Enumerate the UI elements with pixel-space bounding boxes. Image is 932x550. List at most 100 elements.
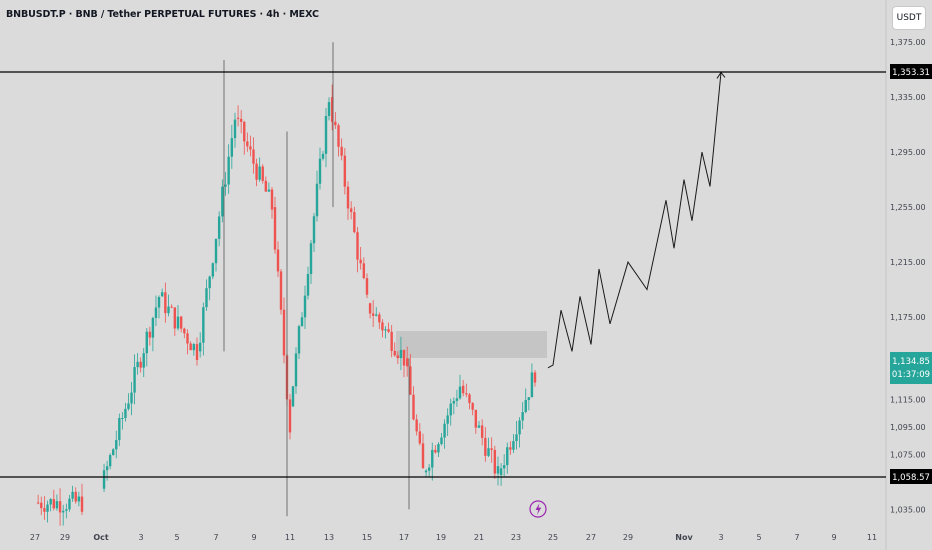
time-tick-label: 7 [794, 533, 799, 542]
time-axis[interactable]: 27 29 Oct 3 5 7 9 11 13 15 17 19 21 23 25 27 29 Nov 3 5 7 9 11 [30, 533, 877, 542]
candle-body [384, 329, 387, 331]
candle-body [449, 403, 452, 416]
candle-body [214, 238, 218, 264]
candle-body [189, 343, 192, 351]
candle-body [493, 449, 497, 474]
projection-path[interactable] [547, 72, 722, 369]
time-tick-label: 5 [174, 533, 179, 542]
candle-body [402, 349, 406, 366]
countdown-text: 01:37:09 [892, 370, 930, 380]
candle-body [270, 189, 274, 210]
support-price-text: 1,058.57 [892, 473, 930, 483]
candle-body [431, 449, 434, 468]
candle-body [418, 431, 422, 444]
candle-body [521, 412, 524, 421]
candle-body [303, 295, 307, 318]
lightning-icon[interactable] [529, 500, 547, 518]
candle-body [179, 316, 183, 329]
current-price-tag: 1,134.85 01:37:09 [890, 352, 932, 384]
candle-body [343, 155, 347, 187]
candles-group [36, 42, 537, 526]
candle-body [346, 186, 350, 209]
price-tick-label: 1,335.00 [890, 93, 926, 102]
candle-body [43, 508, 46, 512]
time-tick-label: 9 [831, 533, 836, 542]
candle-body [282, 309, 286, 356]
candle-body [349, 208, 353, 213]
candle-body [49, 499, 52, 505]
candle-body [524, 400, 527, 413]
candle-body [390, 331, 393, 351]
time-tick-label: 3 [718, 533, 723, 542]
candle-body [499, 468, 503, 476]
candle-body [227, 156, 230, 185]
candle-body [387, 329, 390, 332]
candle-body [40, 502, 43, 509]
symbol-title: BNBUSDT.P · BNB / Tether PERPETUAL FUTUR… [6, 9, 319, 20]
candle-body [115, 440, 118, 450]
time-tick-label: 13 [324, 533, 334, 542]
price-tick-label: 1,035.00 [890, 505, 926, 514]
candle-body [509, 447, 512, 450]
candle-body [337, 125, 340, 147]
candle-body [230, 138, 234, 157]
candle-body [434, 449, 437, 453]
candle-body [71, 491, 74, 499]
candle-body [294, 353, 298, 387]
candle-body [512, 441, 515, 450]
candle-body [412, 394, 415, 420]
candle-body [112, 449, 115, 456]
candle-body [36, 502, 40, 504]
candle-body [186, 333, 189, 344]
candle-body [490, 448, 493, 450]
time-tick-label: 29 [60, 533, 70, 542]
candle-body [465, 393, 468, 395]
candle-body [474, 409, 478, 428]
candle-body [409, 366, 412, 395]
time-tick-label: 15 [362, 533, 372, 542]
candle-body [221, 186, 224, 217]
candle-body [455, 398, 459, 401]
candle-body [205, 288, 208, 308]
candle-body [471, 403, 474, 410]
candle-body [243, 121, 246, 142]
time-tick-label: 7 [213, 533, 218, 542]
currency-button[interactable]: USDT [892, 6, 926, 30]
candle-body [105, 466, 109, 471]
candle-body [288, 399, 292, 433]
candle-body [533, 372, 537, 383]
time-tick-label: 21 [474, 533, 484, 542]
candle-body [315, 183, 319, 217]
candle-body [306, 273, 310, 296]
candle-body [330, 97, 334, 122]
candle-body [496, 466, 500, 474]
time-tick-label: 27 [30, 533, 40, 542]
price-tick-label: 1,375.00 [890, 38, 926, 47]
support-price-tag: 1,058.57 [890, 469, 932, 484]
candle-body [415, 419, 418, 432]
candle-body [324, 116, 328, 154]
candle-body [365, 278, 369, 295]
candle-body [261, 166, 264, 181]
candle-body [252, 149, 255, 164]
candle-body [121, 417, 124, 419]
candle-body [192, 344, 196, 351]
candle-body [424, 470, 428, 473]
candle-body [359, 259, 362, 264]
candle-body [142, 353, 145, 368]
candle-body [381, 322, 384, 331]
candle-body [145, 331, 148, 354]
candle-body [167, 306, 170, 314]
candle-body [327, 102, 331, 117]
supply-zone-box[interactable] [396, 331, 547, 358]
candle-body [236, 117, 240, 119]
candle-body [506, 447, 509, 466]
candle-body [258, 166, 261, 180]
candle-body [118, 418, 121, 441]
candle-body [173, 307, 177, 329]
candle-body [276, 249, 280, 272]
candle-body [458, 386, 462, 399]
candle-body [393, 350, 396, 356]
